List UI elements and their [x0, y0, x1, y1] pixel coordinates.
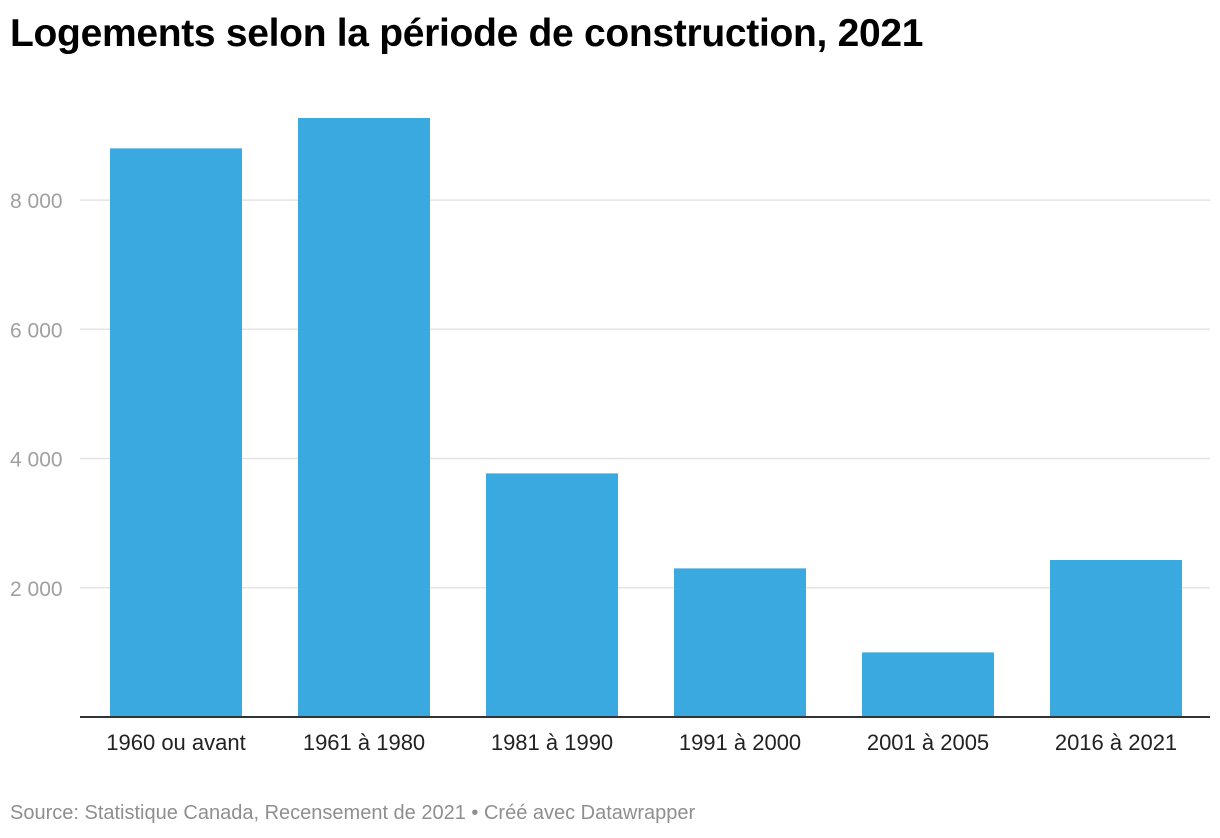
- bar: [486, 473, 618, 717]
- y-tick-label: 2 000: [10, 578, 63, 601]
- x-tick-label: 1961 à 1980: [303, 730, 425, 755]
- chart-title: Logements selon la période de constructi…: [10, 12, 924, 55]
- x-tick-label: 1960 ou avant: [106, 730, 245, 755]
- bar: [110, 148, 242, 718]
- bar-chart: 2 000 4 000 6 000 8 000 1960 ou avant 1961 à …: [10, 118, 1210, 755]
- y-tick-label: 6 000: [10, 319, 63, 342]
- bar: [1050, 559, 1182, 717]
- bar: [298, 118, 430, 717]
- y-tick-label: 8 000: [10, 190, 63, 213]
- x-tick-label: 1981 à 1990: [491, 730, 613, 755]
- x-tick-label: 1991 à 2000: [679, 730, 801, 755]
- gridlines: [80, 199, 1210, 589]
- source-note: Source: Statistique Canada, Recensement …: [10, 802, 696, 824]
- bar: [862, 652, 994, 717]
- axes: 2 000 4 000 6 000 8 000 1960 ou avant 1961 à …: [10, 190, 1210, 755]
- bar: [674, 568, 806, 717]
- bars: [110, 118, 1182, 718]
- x-tick-label: 2001 à 2005: [867, 730, 989, 755]
- x-tick-label: 2016 à 2021: [1055, 730, 1177, 755]
- y-tick-label: 4 000: [10, 449, 63, 472]
